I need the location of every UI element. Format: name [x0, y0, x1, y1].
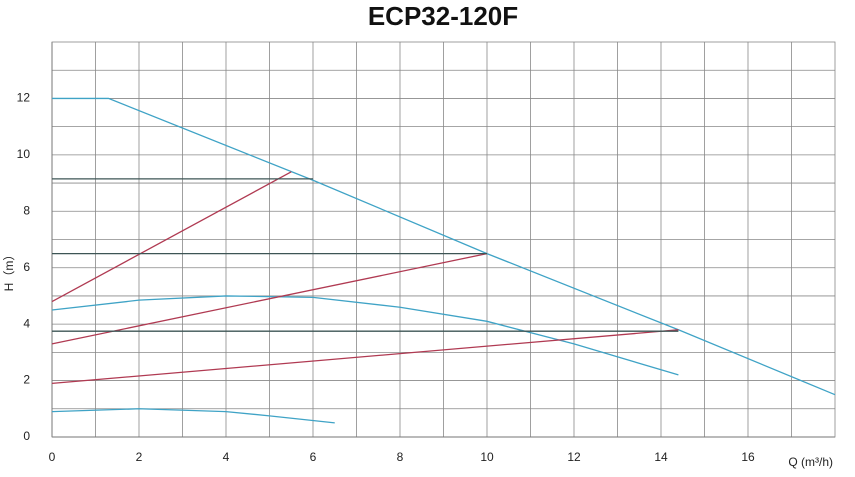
y-tick-label: 0 — [23, 429, 30, 443]
series-line — [51, 252, 488, 345]
y-tick-label: 2 — [23, 373, 30, 387]
x-tick-label: 12 — [567, 450, 581, 464]
series-line — [52, 97, 836, 396]
chart-title: ECP32-120F — [368, 1, 518, 31]
x-axis-label: Q (m³/h) — [788, 455, 833, 469]
x-tick-label: 2 — [136, 450, 143, 464]
series-line — [51, 408, 335, 424]
series-line — [51, 171, 292, 303]
y-tick-label: 10 — [17, 147, 31, 161]
x-tick-label: 0 — [49, 450, 56, 464]
x-tick-label: 14 — [654, 450, 668, 464]
y-tick-label: 12 — [17, 91, 31, 105]
y-tick-label: 4 — [23, 316, 30, 330]
x-tick-label: 10 — [480, 450, 494, 464]
x-tick-label: 4 — [223, 450, 230, 464]
y-axis-label: H（m） — [2, 249, 16, 292]
x-tick-label: 8 — [397, 450, 404, 464]
series-line — [51, 295, 679, 376]
y-tick-label: 8 — [23, 203, 30, 217]
y-tick-label: 6 — [23, 260, 30, 274]
x-tick-label: 6 — [310, 450, 317, 464]
x-tick-label: 16 — [741, 450, 755, 464]
plot-frame — [51, 41, 836, 438]
series-line — [51, 329, 679, 385]
